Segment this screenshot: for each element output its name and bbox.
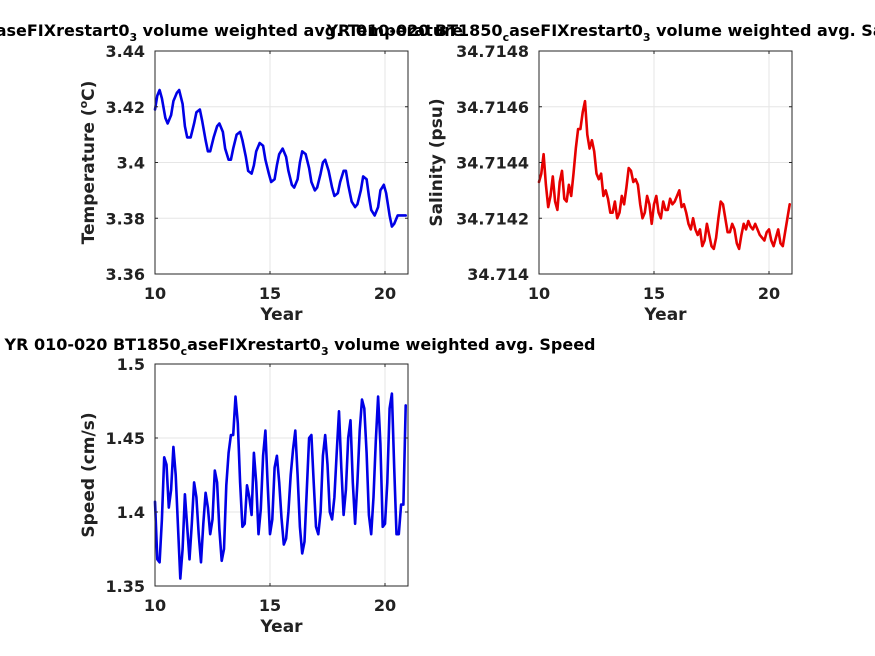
y-axis-label: Temperature (oC) xyxy=(77,81,99,245)
x-tick-label: 20 xyxy=(374,284,396,303)
y-tick-label: 1.45 xyxy=(106,429,145,448)
temperature-panel: 10 15 20 3.36 3.38 3.4 3.42 3.44 Year Temperature… xyxy=(0,21,463,325)
y-axis-label: Speed (cm/s) xyxy=(79,412,99,537)
chart-title-text: YR 010-020 BT1850 xyxy=(325,21,502,40)
chart-title-subscript: c xyxy=(503,31,510,44)
chart-title-text: aseFIXrestart0 xyxy=(0,21,129,40)
chart-title-subscript: 3 xyxy=(321,345,329,358)
chart-title-text: volume weighted avg. Salinity xyxy=(651,21,875,40)
y-tick-label: 3.36 xyxy=(106,265,145,284)
chart-title-subscript: 3 xyxy=(129,31,137,44)
chart-title-subscript: c xyxy=(181,345,188,358)
y-tick-label: 3.38 xyxy=(106,209,145,228)
series-line xyxy=(153,392,408,580)
y-tick-label: 34.7146 xyxy=(456,98,529,117)
chart-title: YR 010-020 BT1850caseFIXrestart03 volume… xyxy=(325,21,875,44)
y-tick-label: 34.7148 xyxy=(456,42,529,61)
y-tick-label: 3.42 xyxy=(106,98,145,117)
y-tick-label: 3.4 xyxy=(117,154,145,173)
y-axis-label-superscript: o xyxy=(77,100,90,108)
y-tick-label: 1.35 xyxy=(106,577,145,596)
chart-title: YR 010-020 BT1850caseFIXrestart03 volume… xyxy=(0,21,463,44)
y-axis-label-text: Temperature ( xyxy=(79,108,99,244)
y-axis-label: Salinity (psu) xyxy=(427,98,447,226)
speed-panel: 10 15 20 1.35 1.4 1.45 1.5 Year Speed (cm/s) YR 0… xyxy=(4,335,596,637)
chart-title-text: volume weighted avg. Speed xyxy=(329,335,596,354)
x-tick-label: 20 xyxy=(374,596,396,615)
chart-title: YR 010-020 BT1850caseFIXrestart03 volume… xyxy=(4,335,596,358)
x-axis-label: Year xyxy=(259,305,303,325)
x-axis-label: Year xyxy=(259,617,303,637)
y-axis-label-text: C) xyxy=(79,81,99,101)
x-tick-label: 10 xyxy=(144,596,166,615)
x-tick-label: 10 xyxy=(528,284,550,303)
x-tick-label: 15 xyxy=(259,596,281,615)
plot-area xyxy=(155,364,408,586)
series-line xyxy=(537,99,792,251)
chart-title-subscript: 3 xyxy=(643,31,651,44)
y-tick-label: 3.44 xyxy=(106,42,145,61)
chart-title-text: aseFIXrestart0 xyxy=(509,21,643,40)
x-tick-label: 15 xyxy=(259,284,281,303)
y-tick-label: 34.714 xyxy=(467,265,529,284)
chart-title-text: aseFIXrestart0 xyxy=(187,335,321,354)
y-tick-label: 34.7142 xyxy=(456,209,529,228)
y-tick-label: 34.7144 xyxy=(456,154,529,173)
chart-title-text: YR 010-020 BT1850 xyxy=(4,335,181,354)
series-line xyxy=(153,88,408,228)
x-tick-label: 10 xyxy=(144,284,166,303)
x-axis-label: Year xyxy=(643,305,687,325)
chart-title-text: volume weighted avg. Temperature xyxy=(137,21,463,40)
y-tick-label: 1.4 xyxy=(117,503,145,522)
x-tick-label: 20 xyxy=(758,284,780,303)
y-tick-label: 1.5 xyxy=(117,355,145,374)
x-tick-label: 15 xyxy=(643,284,665,303)
salinity-panel: 10 15 20 34.714 34.7142 34.7144 34.7146 34.7148… xyxy=(325,21,875,325)
axes-frame xyxy=(154,363,409,587)
